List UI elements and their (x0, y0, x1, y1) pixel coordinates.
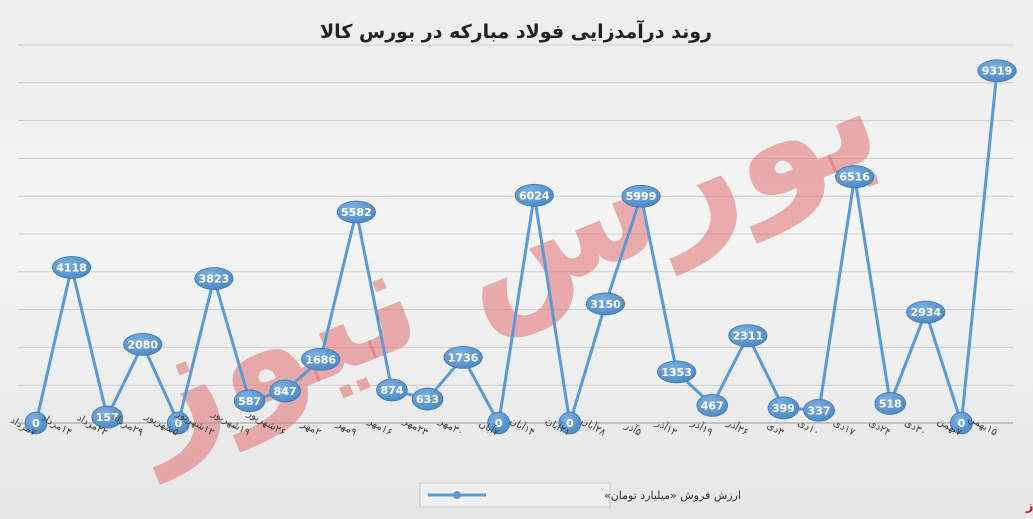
data-point-marker (123, 332, 163, 356)
legend-series-label: ارزش فروش «میلیارد تومان» (604, 489, 741, 502)
data-point-label: 633 (416, 393, 439, 406)
data-point-label: 6024 (519, 189, 550, 202)
data-point-marker (51, 255, 92, 279)
data-point-marker (24, 411, 48, 435)
legend: ارزش فروش «میلیارد تومان» (419, 482, 741, 508)
data-point-marker (696, 393, 729, 417)
data-point-label: 1353 (661, 366, 692, 379)
data-point-label: 6516 (839, 171, 870, 184)
data-point-marker (803, 398, 835, 422)
data-point-label: 0 (175, 417, 183, 430)
brand-logo-text: بورس نیوز (1025, 499, 1033, 514)
x-tick-label: ۱۹آذر (688, 415, 715, 438)
data-point-label: 9319 (982, 65, 1013, 78)
data-point-label: 1686 (305, 353, 336, 366)
data-point-label: 337 (808, 404, 831, 417)
data-point-label: 5582 (341, 206, 372, 219)
data-point-marker (585, 292, 626, 316)
data-point-label: 2311 (733, 330, 764, 343)
x-tick-label: ۱۴آبان (508, 414, 538, 439)
x-tick-label: ۱۶مهر (365, 415, 394, 438)
data-point-marker (558, 411, 582, 435)
data-point-label: 0 (958, 417, 966, 430)
data-point-marker (874, 392, 907, 415)
data-point-marker (657, 360, 697, 384)
data-point-label: 0 (32, 417, 40, 430)
chart-title: روند درآمدزایی فولاد مبارکه در بورس کالا (320, 19, 712, 43)
data-point-marker (233, 389, 266, 413)
data-point-marker (767, 396, 800, 420)
data-point-marker (91, 405, 123, 429)
data-point-marker (835, 165, 875, 189)
data-point-label: 2934 (911, 306, 942, 319)
data-point-label: 1736 (448, 351, 479, 364)
data-point-marker (728, 324, 768, 348)
data-point-marker (269, 379, 301, 403)
data-point-marker (977, 59, 1017, 83)
series-line (34, 70, 999, 425)
series-line-group: 0 4118 157 2080 0 3823 587 847 1686 5582 874 633 173… (24, 59, 1017, 435)
data-point-marker (411, 387, 444, 411)
x-tick-label: ۲۴دی (867, 418, 892, 439)
data-point-label: 3150 (590, 298, 621, 311)
data-point-label: 518 (879, 397, 902, 410)
legend-marker-swatch (453, 491, 461, 499)
x-tick-label: ۱۲آذر (653, 415, 680, 438)
data-point-marker (336, 200, 376, 224)
data-point-label: 399 (772, 402, 795, 415)
x-tick-label: ۲۶آذر (724, 415, 751, 438)
data-point-label: 0 (566, 417, 574, 430)
x-tick-label: ۲۳مهر (400, 415, 430, 438)
data-point-marker (487, 411, 511, 435)
data-point-label: 874 (380, 384, 403, 397)
data-point-label: 5999 (626, 190, 657, 203)
x-tick-label: ۵آذر (622, 418, 644, 438)
x-tick-label: ۹مهر (334, 418, 358, 438)
data-point-label: 157 (96, 411, 119, 424)
data-point-marker (443, 345, 483, 369)
data-point-label: 0 (495, 417, 503, 430)
data-point-label: 467 (701, 399, 724, 412)
data-point-label: 3823 (199, 272, 230, 285)
x-tick-label: ۳۰دی (902, 418, 927, 439)
data-point-label: 587 (238, 395, 261, 408)
data-point-marker (166, 411, 190, 435)
data-point-marker (906, 300, 946, 324)
x-tick-label: ۲۸آبان (579, 414, 609, 439)
data-point-label: 2080 (127, 338, 158, 351)
data-point-marker (194, 267, 234, 290)
data-point-marker (514, 183, 554, 207)
data-point-label: 4118 (56, 261, 87, 274)
data-point-marker (376, 378, 408, 402)
x-tick-label: ۱۷دی (831, 418, 857, 439)
data-point-marker (621, 184, 661, 208)
data-point-label: 847 (274, 385, 297, 398)
x-tick-label: ۳۰مهر (436, 415, 465, 438)
data-point-marker (950, 411, 973, 435)
data-point-marker (301, 347, 341, 371)
